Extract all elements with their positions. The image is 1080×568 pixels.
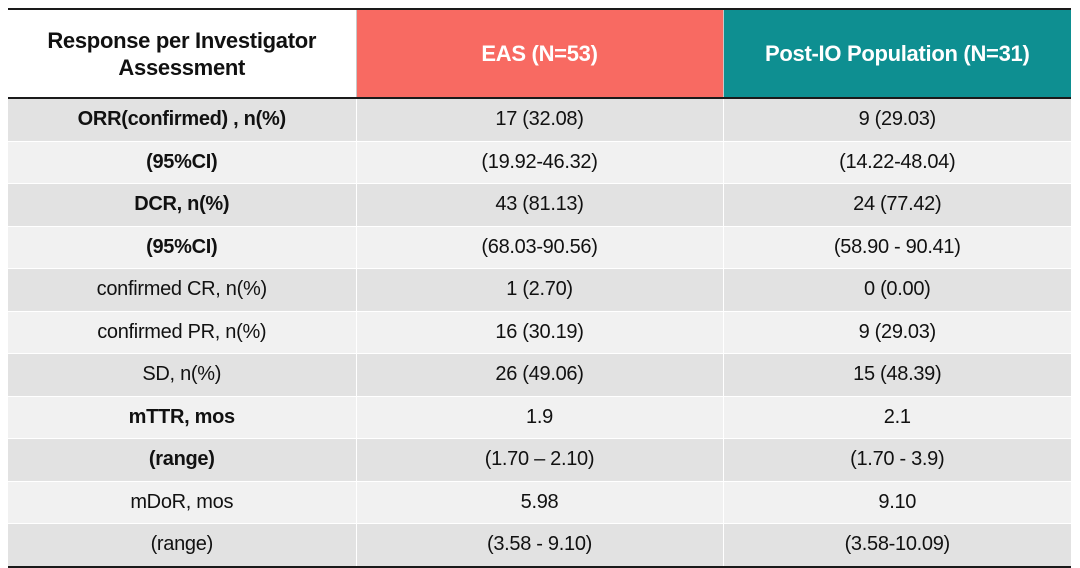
row-label-cell: ORR(confirmed) , n(%) [8,98,357,142]
row-label-cell: (95%CI) [8,141,357,184]
header-response-line1: Response per Investigator [47,27,317,53]
table-row: confirmed PR, n(%) 16 (30.19) 9 (29.03) [8,311,1071,354]
table-row: (range) (3.58 - 9.10) (3.58-10.09) [8,523,1071,568]
row-label-cell: SD, n(%) [8,353,357,397]
table-row: DCR, n(%) 43 (81.13) 24 (77.42) [8,183,1071,227]
eas-value-cell: (19.92-46.32) [356,141,724,184]
post-io-value-cell: 15 (48.39) [723,353,1071,397]
table-body: ORR(confirmed) , n(%) 17 (32.08) 9 (29.03)… [8,98,1071,568]
table-header: Response per Investigator Assessment EAS… [8,8,1071,99]
eas-value-cell: 5.98 [356,481,724,524]
post-io-value-cell: (58.90 - 90.41) [723,226,1071,269]
eas-value-cell: (3.58 - 9.10) [356,523,724,568]
response-table-container: Response per Investigator Assessment EAS… [8,8,1071,568]
row-label-cell: (range) [8,438,357,482]
header-eas: EAS (N=53) [356,8,724,99]
table-row: (95%CI) (19.92-46.32) (14.22-48.04) [8,141,1071,184]
header-post-io-population: Post-IO Population (N=31) [723,8,1071,99]
post-io-value-cell: 2.1 [723,396,1071,439]
table-row: confirmed CR, n(%) 1 (2.70) 0 (0.00) [8,268,1071,312]
row-label-cell: mDoR, mos [8,481,357,524]
table-row: (range) (1.70 – 2.10) (1.70 - 3.9) [8,438,1071,482]
post-io-value-cell: (1.70 - 3.9) [723,438,1071,482]
header-response-line2: Assessment [118,54,246,80]
post-io-value-cell: 24 (77.42) [723,183,1071,227]
eas-value-cell: (68.03-90.56) [356,226,724,269]
row-label-cell: confirmed PR, n(%) [8,311,357,354]
row-label-cell: mTTR, mos [8,396,357,439]
eas-value-cell: 1.9 [356,396,724,439]
table-row: mTTR, mos 1.9 2.1 [8,396,1071,439]
post-io-value-cell: (14.22-48.04) [723,141,1071,184]
table-row: mDoR, mos 5.98 9.10 [8,481,1071,524]
post-io-value-cell: 9 (29.03) [723,311,1071,354]
header-row: Response per Investigator Assessment EAS… [8,8,1071,99]
table-row: ORR(confirmed) , n(%) 17 (32.08) 9 (29.03) [8,98,1071,142]
post-io-value-cell: 0 (0.00) [723,268,1071,312]
response-table: Response per Investigator Assessment EAS… [8,8,1071,568]
table-row: SD, n(%) 26 (49.06) 15 (48.39) [8,353,1071,397]
eas-value-cell: 1 (2.70) [356,268,724,312]
post-io-value-cell: 9 (29.03) [723,98,1071,142]
row-label-cell: (range) [8,523,357,568]
eas-value-cell: 26 (49.06) [356,353,724,397]
eas-value-cell: (1.70 – 2.10) [356,438,724,482]
post-io-value-cell: (3.58-10.09) [723,523,1071,568]
eas-value-cell: 17 (32.08) [356,98,724,142]
table-row: (95%CI) (68.03-90.56) (58.90 - 90.41) [8,226,1071,269]
post-io-value-cell: 9.10 [723,481,1071,524]
row-label-cell: (95%CI) [8,226,357,269]
header-response-assessment: Response per Investigator Assessment [8,8,357,99]
eas-value-cell: 43 (81.13) [356,183,724,227]
row-label-cell: confirmed CR, n(%) [8,268,357,312]
eas-value-cell: 16 (30.19) [356,311,724,354]
row-label-cell: DCR, n(%) [8,183,357,227]
